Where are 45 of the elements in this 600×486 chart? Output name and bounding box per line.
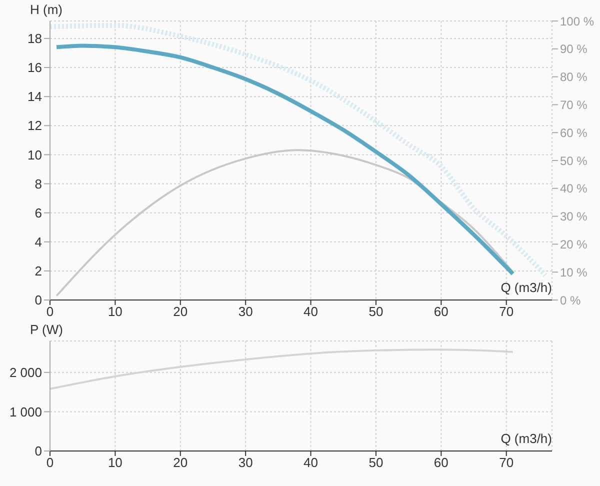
y-axis-title: P (W) bbox=[30, 322, 63, 337]
y2-tick-label: 80 % bbox=[560, 70, 588, 84]
y2-tick-label: 40 % bbox=[560, 182, 588, 196]
y-tick-label: 14 bbox=[28, 89, 42, 104]
x-tick-label: 50 bbox=[368, 455, 384, 470]
y2-tick-label: 100 % bbox=[560, 14, 594, 28]
y-tick-label: 10 bbox=[28, 147, 42, 162]
y-tick-label: 2 000 bbox=[9, 365, 42, 380]
y2-tick-label: 60 % bbox=[560, 126, 588, 140]
y-tick-label: 6 bbox=[34, 205, 42, 220]
y-axis-title: H (m) bbox=[30, 2, 62, 17]
x-tick-label: 0 bbox=[46, 304, 54, 320]
y-tick-label: 18 bbox=[28, 31, 42, 46]
x-tick-label: 10 bbox=[108, 304, 122, 320]
x-tick-label: 10 bbox=[108, 455, 122, 470]
y-tick-label: 0 bbox=[34, 292, 42, 308]
x-tick-label: 40 bbox=[304, 455, 318, 470]
y-tick-label: 2 bbox=[34, 264, 42, 279]
line-series bbox=[54, 44, 515, 276]
x-axis-title: Q (m3/h) bbox=[500, 280, 552, 295]
x-tick-label: 40 bbox=[304, 304, 318, 320]
x-tick-label: 70 bbox=[499, 455, 514, 470]
x-tick-label: 20 bbox=[173, 304, 188, 320]
x-tick-label: 30 bbox=[238, 304, 253, 320]
y-tick-label: 8 bbox=[34, 176, 42, 192]
x-axis-title: Q (m3/h) bbox=[500, 431, 552, 446]
y2-tick-label: 0 % bbox=[560, 293, 582, 308]
y2-tick-label: 90 % bbox=[560, 42, 588, 56]
y-tick-label: 0 bbox=[34, 444, 42, 459]
x-tick-label: 0 bbox=[46, 455, 54, 470]
x-tick-label: 70 bbox=[499, 304, 514, 320]
y-tick-label: 4 bbox=[34, 234, 42, 250]
y2-tick-label: 10 % bbox=[560, 265, 588, 280]
x-tick-label: 30 bbox=[238, 455, 253, 470]
y2-tick-label: 30 % bbox=[560, 210, 588, 224]
y-tick-label: 1 000 bbox=[9, 404, 42, 420]
y2-tick-label: 50 % bbox=[560, 154, 588, 168]
y-tick-label: 12 bbox=[28, 118, 42, 134]
x-tick-label: 60 bbox=[434, 304, 448, 320]
x-tick-label: 50 bbox=[368, 304, 384, 320]
y2-tick-label: 70 % bbox=[560, 98, 588, 112]
y-tick-label: 16 bbox=[28, 60, 42, 76]
x-tick-label: 20 bbox=[173, 455, 188, 470]
y2-tick-label: 20 % bbox=[560, 237, 588, 252]
x-tick-label: 60 bbox=[434, 455, 448, 470]
